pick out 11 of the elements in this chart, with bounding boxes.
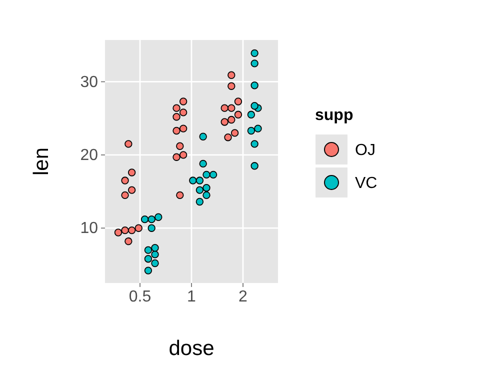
legend-label: VC [355, 175, 378, 192]
legend-title: supp [315, 107, 354, 124]
x-axis-title: dose [168, 337, 214, 360]
x-tick-label: 2 [238, 288, 248, 306]
legend-label: OJ [355, 142, 376, 159]
y-tick-label: 30 [80, 74, 98, 91]
y-tick-label: 20 [80, 147, 98, 164]
y-axis-title: len [30, 147, 53, 176]
x-tick-label: 0.5 [128, 288, 152, 306]
x-tick-label: 1 [187, 288, 196, 306]
y-tick-label: 10 [80, 220, 98, 238]
